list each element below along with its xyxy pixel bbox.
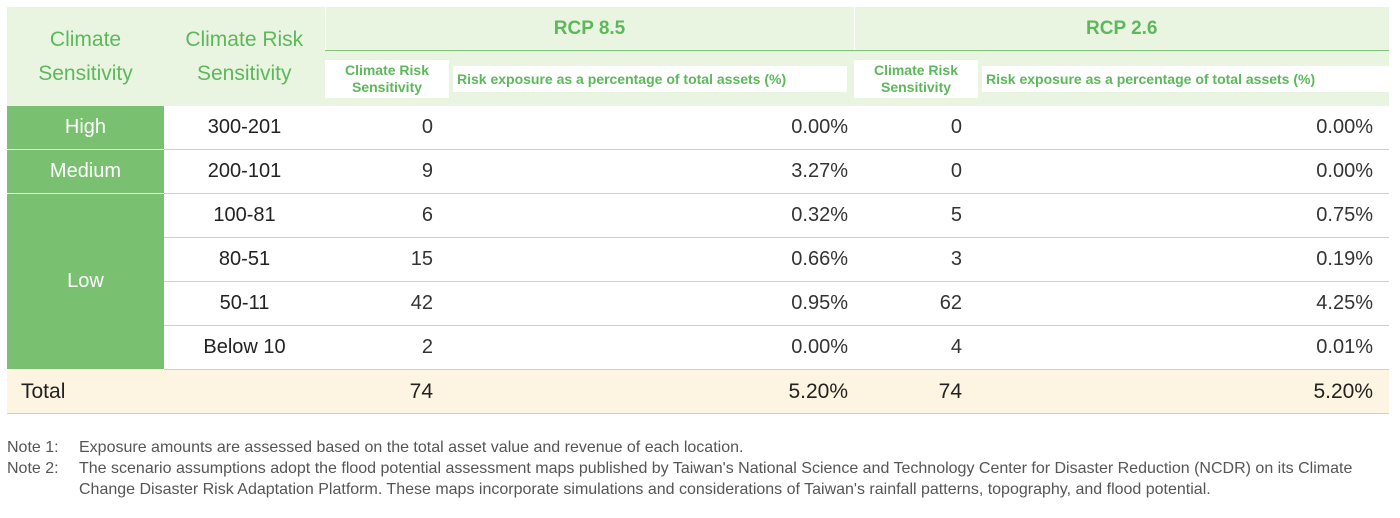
subheader-rcp85-pct: Risk exposure as a percentage of total a… xyxy=(449,51,854,107)
rcp26-count-cell: 3 xyxy=(854,237,978,282)
subheader-rcp26-count-label: Climate Risk Sensitivity xyxy=(854,59,978,98)
header-climate-risk-sensitivity: Climate Risk Sensitivity xyxy=(185,27,304,85)
level-low: Low xyxy=(7,193,164,370)
note-label: Note 1: xyxy=(7,439,59,456)
range-cell: 300-201 xyxy=(164,106,325,150)
total-rcp26-count: 74 xyxy=(854,369,978,414)
risk-exposure-table: Climate Sensitivity Climate Risk Sensiti… xyxy=(7,7,1389,414)
note-2: Note 2: The scenario assumptions adopt t… xyxy=(7,458,1393,500)
level-high: High xyxy=(7,106,164,150)
rcp26-count-cell: 62 xyxy=(854,281,978,326)
rcp26-pct-cell: 0.00% xyxy=(978,106,1389,150)
rcp26-pct-cell: 4.25% xyxy=(978,281,1389,326)
table-row: 50-11 42 0.95% 62 4.25% xyxy=(7,281,1389,326)
header-rcp85: RCP 8.5 xyxy=(324,7,854,51)
range-cell: Below 10 xyxy=(164,325,325,370)
rcp85-count-cell: 0 xyxy=(325,106,449,150)
header-climate-sensitivity: Climate Sensitivity xyxy=(38,27,133,85)
total-rcp85-pct: 5.20% xyxy=(449,369,854,414)
level-medium: Medium xyxy=(7,149,164,194)
total-label: Total xyxy=(7,369,325,414)
table-row: Medium 200-101 9 3.27% 0 0.00% xyxy=(7,149,1389,194)
note-label: Note 2: xyxy=(7,460,59,477)
range-cell: 80-51 xyxy=(164,237,325,282)
subheader-rcp26-count: Climate Risk Sensitivity xyxy=(854,51,978,107)
rcp26-pct-cell: 0.75% xyxy=(978,193,1389,238)
rcp85-count-cell: 42 xyxy=(325,281,449,326)
table-row: High 300-201 0 0.00% 0 0.00% xyxy=(7,106,1389,150)
rcp85-pct-cell: 0.66% xyxy=(449,237,854,282)
notes: Note 1: Exposure amounts are assessed ba… xyxy=(7,437,1393,500)
total-rcp85-count: 74 xyxy=(325,369,449,414)
total-row: Total 74 5.20% 74 5.20% xyxy=(7,369,1389,414)
rcp26-count-cell: 5 xyxy=(854,193,978,238)
note-text: Exposure amounts are assessed based on t… xyxy=(79,439,744,456)
range-cell: 200-101 xyxy=(164,149,325,194)
note-1: Note 1: Exposure amounts are assessed ba… xyxy=(7,437,1393,458)
note-text: The scenario assumptions adopt the flood… xyxy=(79,460,1353,498)
subheader-rcp26-pct: Risk exposure as a percentage of total a… xyxy=(978,51,1389,107)
rcp85-count-cell: 9 xyxy=(325,149,449,194)
range-cell: 50-11 xyxy=(164,281,325,326)
rcp26-pct-cell: 0.00% xyxy=(978,149,1389,194)
header-rcp26: RCP 2.6 xyxy=(853,7,1389,51)
subheader-rcp85-pct-label: Risk exposure as a percentage of total a… xyxy=(453,65,847,92)
table-row: 80-51 15 0.66% 3 0.19% xyxy=(7,237,1389,282)
table-row: Below 10 2 0.00% 4 0.01% xyxy=(7,325,1389,370)
table-row: Low 100-81 6 0.32% 5 0.75% xyxy=(7,193,1389,370)
rcp26-pct-cell: 0.19% xyxy=(978,237,1389,282)
rcp85-count-cell: 6 xyxy=(325,193,449,238)
total-rcp26-pct: 5.20% xyxy=(978,369,1389,414)
rcp26-count-cell: 0 xyxy=(854,106,978,150)
rcp85-pct-cell: 0.00% xyxy=(449,325,854,370)
subheader-rcp85-count-label: Climate Risk Sensitivity xyxy=(325,59,449,98)
rcp85-pct-cell: 0.95% xyxy=(449,281,854,326)
rcp85-pct-cell: 0.32% xyxy=(449,193,854,238)
range-cell: 100-81 xyxy=(164,193,325,238)
rcp26-count-cell: 0 xyxy=(854,149,978,194)
rcp26-pct-cell: 0.01% xyxy=(978,325,1389,370)
rcp85-count-cell: 2 xyxy=(325,325,449,370)
subheader-rcp26-pct-label: Risk exposure as a percentage of total a… xyxy=(982,65,1389,92)
rcp85-pct-cell: 3.27% xyxy=(449,149,854,194)
rcp85-count-cell: 15 xyxy=(325,237,449,282)
rcp85-pct-cell: 0.00% xyxy=(449,106,854,150)
rcp26-count-cell: 4 xyxy=(854,325,978,370)
subheader-rcp85-count: Climate Risk Sensitivity xyxy=(325,51,449,107)
